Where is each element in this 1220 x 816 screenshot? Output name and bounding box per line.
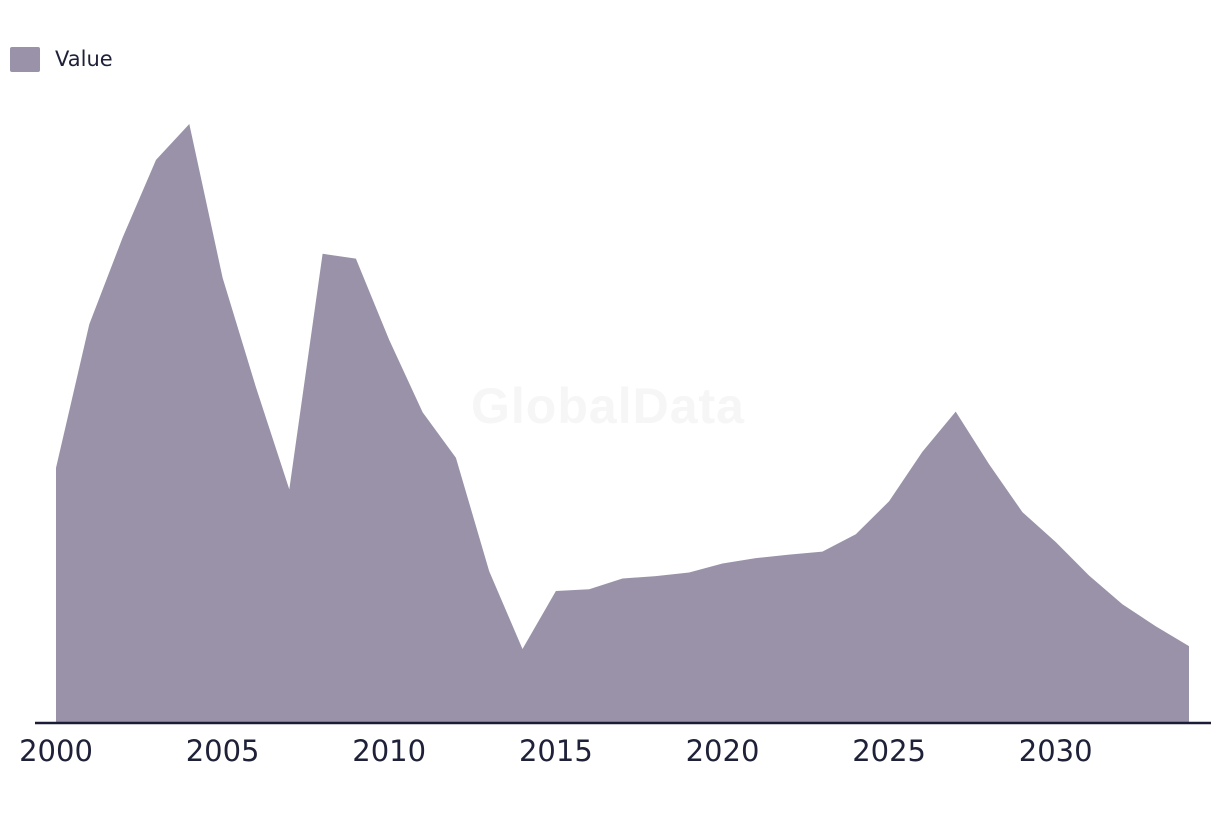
x-tick-label-2010: 2010 (352, 734, 427, 768)
legend: Value (10, 47, 113, 72)
x-tick-label-2030: 2030 (1018, 734, 1093, 768)
legend-swatch-icon (10, 47, 40, 72)
legend-label: Value (55, 47, 113, 71)
legend-item-value[interactable]: Value (10, 47, 113, 72)
x-tick-label-2025: 2025 (852, 734, 926, 768)
x-tick-label-2020: 2020 (685, 734, 760, 768)
area-series-value (56, 124, 1189, 722)
x-tick-label-2005: 2005 (185, 734, 260, 768)
x-tick-label-2015: 2015 (518, 734, 593, 768)
x-tick-label-2000: 2000 (19, 734, 93, 768)
